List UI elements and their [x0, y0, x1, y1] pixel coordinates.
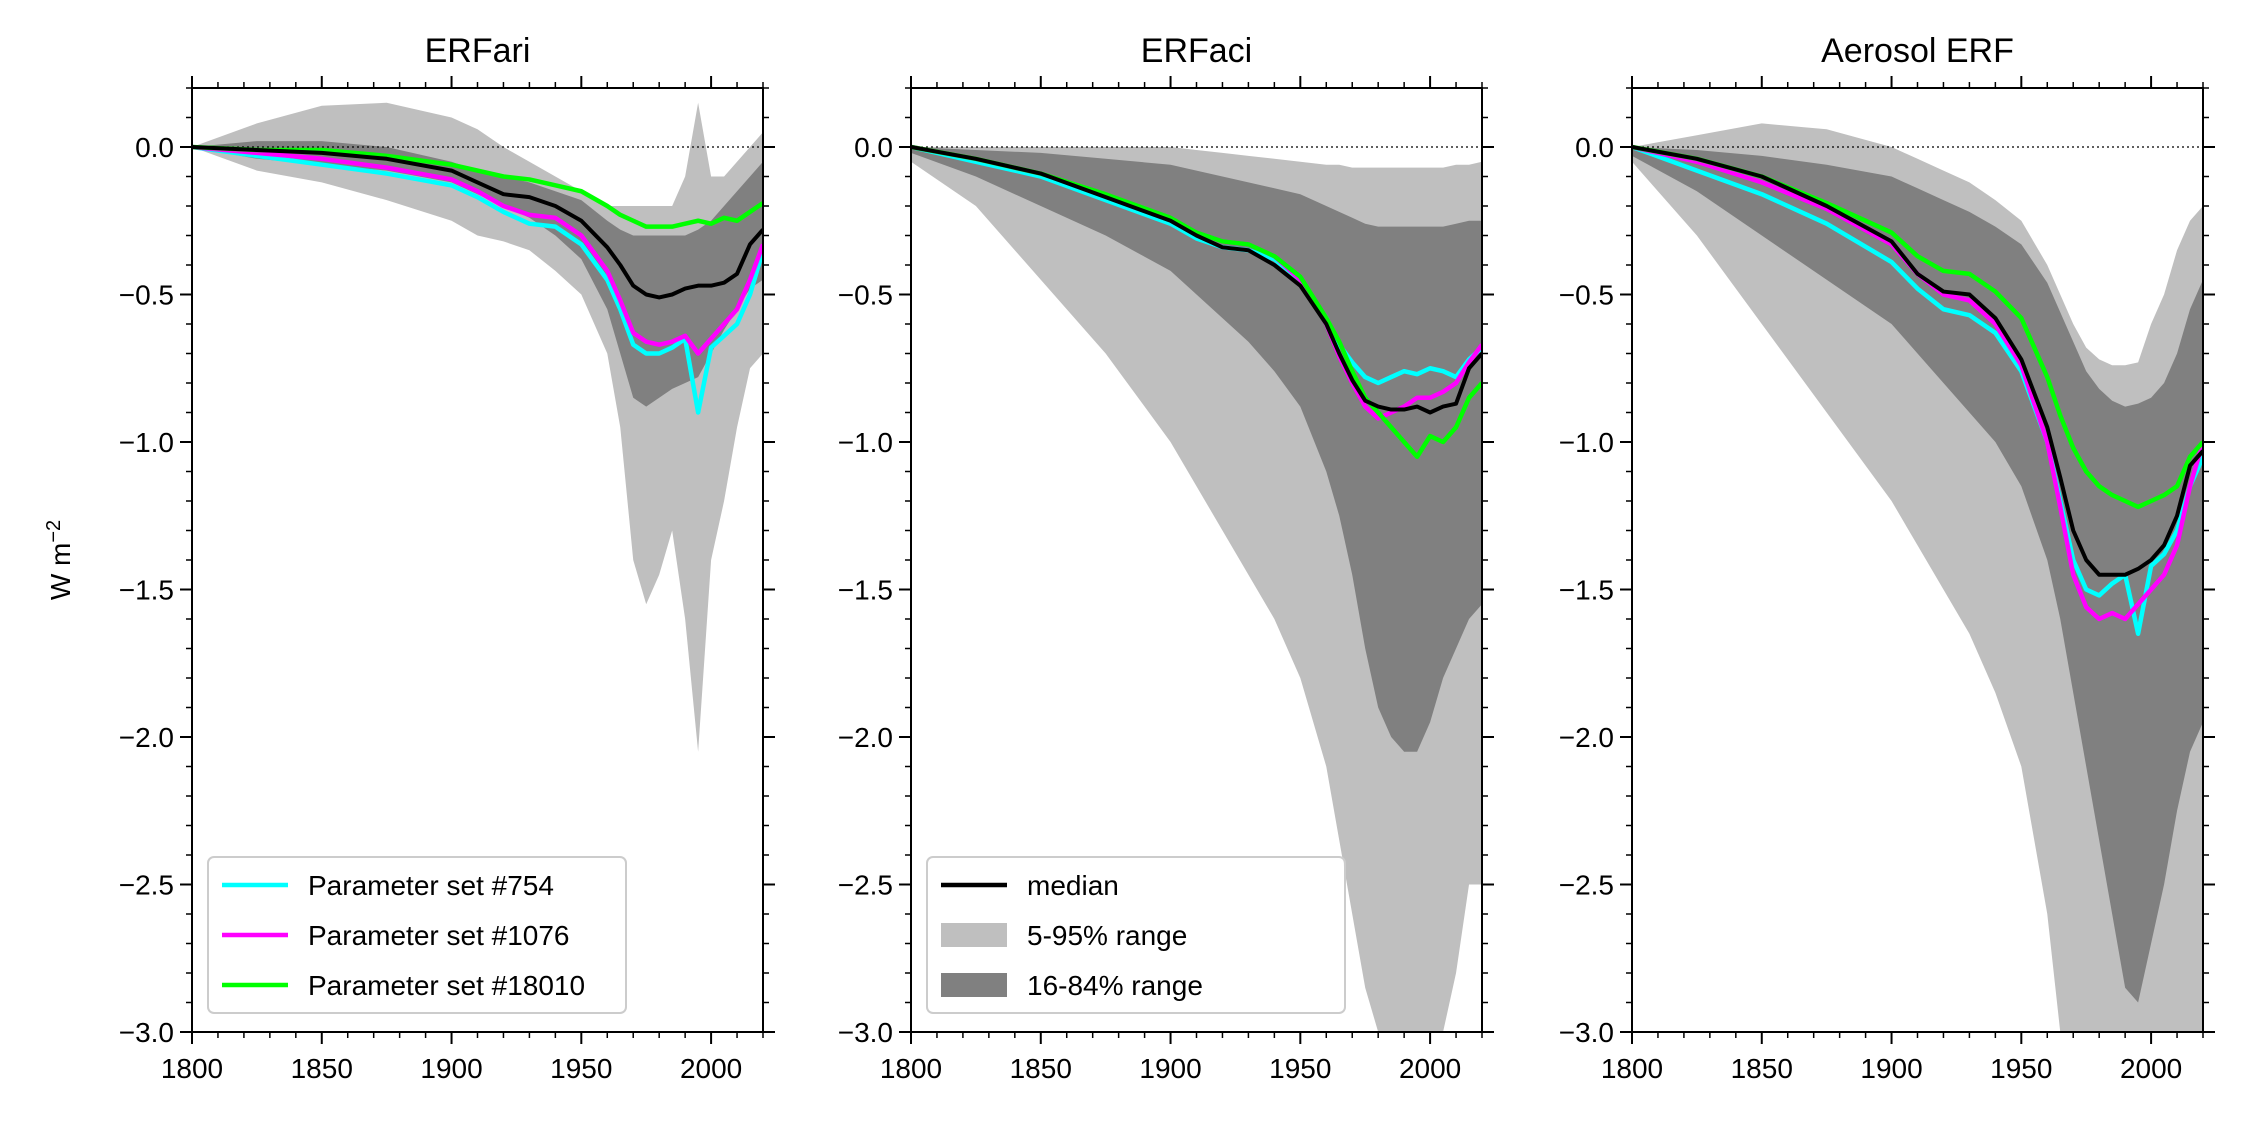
x-tick-label: 2000 [2120, 1053, 2182, 1084]
x-tick-label: 2000 [1399, 1053, 1461, 1084]
y-tick-label: −1.5 [838, 575, 893, 606]
series-line-p18010 [1632, 144, 2203, 510]
plot-area [1632, 123, 2203, 1032]
series-line-p754 [192, 144, 763, 415]
y-tick-label: −0.5 [838, 280, 893, 311]
x-tick-label: 1850 [291, 1053, 353, 1084]
legend-label: Parameter set #18010 [308, 970, 585, 1001]
series-line-p1076 [192, 144, 763, 356]
y-axis-label: W m−2 [43, 520, 76, 600]
y-tick-label: 0.0 [135, 132, 174, 163]
legend-label: 5-95% range [1027, 920, 1187, 951]
x-tick-label: 1850 [1731, 1053, 1793, 1084]
x-tick-label: 1800 [1601, 1053, 1663, 1084]
band-16-84 [192, 141, 763, 407]
x-tick-label: 1950 [1990, 1053, 2052, 1084]
legend-label: median [1027, 870, 1119, 901]
panel-title: Aerosol ERF [1821, 32, 2014, 70]
y-tick-label: −2.5 [1559, 870, 1614, 901]
y-tick-label: −2.0 [119, 722, 174, 753]
band-5-95 [192, 102, 763, 752]
y-tick-label: −1.0 [1559, 427, 1614, 458]
y-tick-label: −2.0 [1559, 722, 1614, 753]
panel-0: 1800 1850 1900 1950 2000 0.0 −0.5 −1.0 −1.5 −2.0 −… [119, 32, 775, 1084]
y-tick-label: −1.5 [119, 575, 174, 606]
series-line-p1076 [1632, 144, 2203, 622]
legend-label: Parameter set #754 [308, 870, 554, 901]
x-tick-label: 1950 [550, 1053, 612, 1084]
plot-area [192, 102, 763, 752]
y-tick-label: 0.0 [1575, 132, 1614, 163]
x-tick-label: 1800 [161, 1053, 223, 1084]
legend [207, 856, 627, 1014]
y-tick-label: −1.5 [1559, 575, 1614, 606]
plot-area [911, 144, 1482, 1032]
x-tick-label: 1900 [420, 1053, 482, 1084]
y-tick-label: 0.0 [854, 132, 893, 163]
y-tick-label: −0.5 [1559, 280, 1614, 311]
panel-2: 1800 1850 1900 1950 2000 0.0 −0.5 −1.0 −1.5 −2.0 −… [1559, 32, 2215, 1084]
panel-title: ERFaci [1141, 32, 1252, 70]
legend-swatch [941, 923, 1007, 947]
x-tick-label: 1950 [1269, 1053, 1331, 1084]
band-16-84 [911, 147, 1482, 752]
series-line-median [911, 145, 1482, 415]
legend-label: Parameter set #1076 [308, 920, 570, 951]
legend-swatch [941, 973, 1007, 997]
y-tick-label: −3.0 [1559, 1017, 1614, 1048]
x-tick-label: 1900 [1860, 1053, 1922, 1084]
legend [926, 856, 1346, 1014]
y-tick-label: −0.5 [119, 280, 174, 311]
series-line-median [1632, 145, 2203, 577]
y-tick-label: −1.0 [119, 427, 174, 458]
series-line-median [192, 145, 763, 300]
y-tick-label: −3.0 [838, 1017, 893, 1048]
series-line-p18010 [192, 144, 763, 229]
series-line-p18010 [911, 144, 1482, 459]
x-tick-label: 1850 [1010, 1053, 1072, 1084]
panel-title: ERFari [425, 32, 531, 70]
y-tick-label: −3.0 [119, 1017, 174, 1048]
y-tick-label: −2.0 [838, 722, 893, 753]
legend-label: 16-84% range [1027, 970, 1203, 1001]
x-tick-label: 1900 [1139, 1053, 1201, 1084]
x-tick-label: 2000 [680, 1053, 742, 1084]
band-16-84 [1632, 147, 2203, 1003]
y-tick-label: −2.5 [119, 870, 174, 901]
y-tick-label: −1.0 [838, 427, 893, 458]
panel-1: 1800 1850 1900 1950 2000 0.0 −0.5 −1.0 −1.5 −2.0 −… [838, 32, 1494, 1084]
y-tick-label: −2.5 [838, 870, 893, 901]
x-tick-label: 1800 [880, 1053, 942, 1084]
